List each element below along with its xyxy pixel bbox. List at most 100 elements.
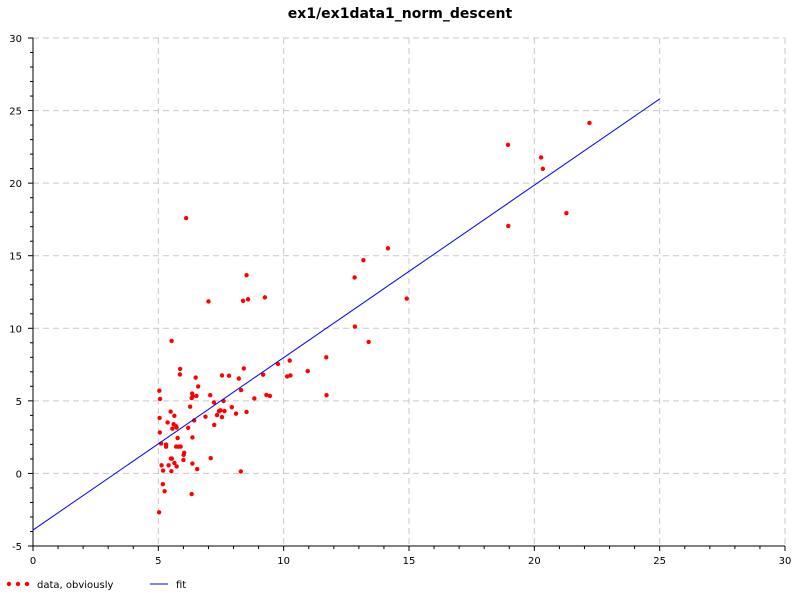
x-tick-label: 30 (779, 556, 792, 567)
y-tick-label: -5 (12, 542, 22, 553)
data-point (352, 324, 358, 329)
data-point (195, 384, 201, 389)
data-point (160, 468, 166, 473)
data-point (171, 422, 176, 427)
data-point (162, 488, 167, 494)
data-point (203, 414, 208, 419)
y-tick-label: 15 (9, 252, 22, 263)
y-tick-label: 20 (9, 179, 22, 190)
data-point (173, 444, 179, 449)
legend-label-fit: fit (176, 580, 186, 591)
data-point (181, 452, 186, 458)
data-point (324, 355, 329, 360)
plot-area (32, 98, 660, 531)
data-point (260, 372, 266, 377)
data-point (506, 223, 511, 229)
data-point (222, 408, 227, 414)
data-point (175, 435, 180, 441)
x-tick-label: 10 (277, 556, 290, 567)
data-point (366, 339, 371, 345)
data-point (252, 396, 257, 401)
data-point (194, 393, 199, 399)
data-point (288, 373, 293, 378)
data-point (181, 457, 186, 463)
data-point (233, 411, 239, 416)
data-point (226, 373, 232, 378)
data-point (540, 166, 546, 171)
data-point (160, 481, 166, 487)
y-tick-label: 30 (9, 34, 22, 45)
data-point (208, 393, 213, 398)
data-point (177, 366, 183, 372)
axes (28, 37, 786, 551)
y-tick-label: 0 (16, 469, 22, 480)
data-point (244, 272, 249, 278)
data-point (190, 435, 195, 440)
data-point (211, 400, 217, 405)
data-point (187, 404, 193, 409)
data-point (262, 295, 268, 300)
legend-swatch-data (24, 581, 30, 587)
data-point (174, 425, 179, 430)
x-tick-label: 15 (403, 556, 416, 567)
legend-swatch-data (15, 581, 21, 587)
data-point (194, 466, 200, 472)
grid (33, 37, 786, 546)
data-point (305, 368, 310, 374)
data-point (163, 442, 169, 447)
data-point (185, 425, 191, 431)
x-tick-label: 20 (528, 556, 541, 567)
data-point (165, 420, 170, 425)
data-point (168, 409, 173, 414)
legend-label-data: data, obviously (37, 580, 113, 591)
x-tick-label: 5 (155, 556, 161, 567)
data-point (505, 142, 511, 148)
data-point (189, 391, 195, 396)
data-point (159, 463, 164, 468)
legend: data, obviously fit (6, 580, 186, 591)
data-point (245, 297, 251, 302)
data-point (236, 376, 241, 381)
data-point (190, 461, 195, 466)
tick-labels: 0 5 10 15 20 25 30 -5 0 5 10 15 20 25 30 (9, 34, 791, 567)
data-point (189, 395, 194, 401)
data-point (172, 413, 177, 419)
data-point (324, 393, 329, 398)
data-point (244, 409, 249, 415)
data-point (157, 396, 163, 402)
data-point (404, 296, 409, 301)
data-point (216, 408, 222, 414)
x-tick-label: 25 (653, 556, 666, 567)
data-point (189, 491, 194, 497)
data-point (172, 460, 177, 466)
data-point (219, 414, 225, 420)
data-point (352, 275, 357, 280)
fit-line (32, 98, 660, 531)
data-point (166, 463, 171, 468)
data-point (157, 388, 162, 393)
data-point (177, 372, 183, 377)
y-tick-label: 10 (9, 324, 22, 335)
data-point (168, 456, 174, 461)
y-tick-label: 25 (9, 107, 22, 118)
data-point (208, 455, 213, 461)
data-point (212, 422, 217, 428)
data-point (264, 392, 269, 398)
data-point (156, 510, 162, 515)
data-point (267, 393, 273, 399)
data-point (385, 246, 391, 251)
data-point (238, 387, 244, 393)
data-point (229, 405, 234, 410)
legend-swatch-data (6, 581, 12, 587)
data-point (170, 426, 175, 431)
data-point (193, 375, 198, 380)
data-point (587, 120, 592, 126)
data-point (538, 155, 544, 160)
y-tick-label: 5 (16, 397, 22, 408)
data-point (183, 215, 189, 221)
data-point (238, 469, 243, 474)
data-point (287, 358, 292, 363)
data-point (564, 210, 569, 216)
data-point (240, 298, 246, 304)
